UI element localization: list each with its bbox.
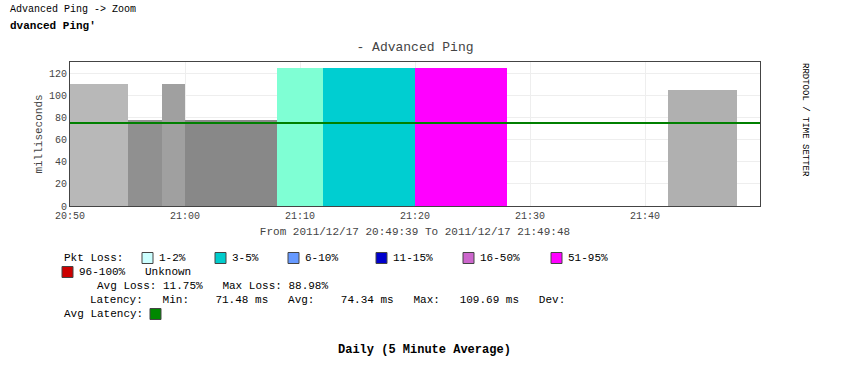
svg-text:Daily (5 Minute Average): Daily (5 Minute Average) [338,343,511,357]
svg-text:21:20: 21:20 [400,211,430,222]
svg-text:Pkt Loss:: Pkt Loss: [64,252,123,264]
svg-text:6-10%: 6-10% [305,252,338,264]
svg-text:21:00: 21:00 [170,211,200,222]
svg-text:120: 120 [49,69,67,80]
svg-text:Advanced Ping -> Zoom: Advanced Ping -> Zoom [10,4,136,15]
svg-text:80: 80 [55,113,67,124]
svg-text:RRDTOOL / TIME SETTER: RRDTOOL / TIME SETTER [800,63,810,177]
svg-text:3-5%: 3-5% [232,252,259,264]
svg-text:21:10: 21:10 [285,211,315,222]
svg-text:20: 20 [55,179,67,190]
svg-text:20:50: 20:50 [55,211,85,222]
svg-text:100: 100 [49,91,67,102]
svg-text:- Advanced Ping: - Advanced Ping [356,40,473,55]
svg-text:21:30: 21:30 [515,211,545,222]
svg-text:Avg Latency:: Avg Latency: [64,308,143,320]
svg-text:Latency: Min: 71.48 ms: Latency: Min: 71.48 ms Avg: 74.34 ms Max… [90,294,565,306]
svg-text:milliseconds: milliseconds [33,94,45,173]
svg-text:21:40: 21:40 [630,211,660,222]
svg-text:40: 40 [55,157,67,168]
svg-text:60: 60 [55,135,67,146]
svg-text:1-2%: 1-2% [159,252,186,264]
svg-text:11-15%: 11-15% [393,252,433,264]
svg-text:Avg Loss: 11.75% Max Loss: 8: Avg Loss: 11.75% Max Loss: 88.98% [97,280,328,292]
svg-text:From 2011/12/17 20:49:39 To 20: From 2011/12/17 20:49:39 To 2011/12/17 2… [260,226,570,238]
svg-text:96-100% Unknown: 96-100% Unknown [79,266,191,278]
svg-text:16-50%: 16-50% [480,252,520,264]
svg-text:0: 0 [61,202,67,213]
svg-text:dvanced Ping': dvanced Ping' [10,20,96,32]
svg-text:51-95%: 51-95% [568,252,608,264]
